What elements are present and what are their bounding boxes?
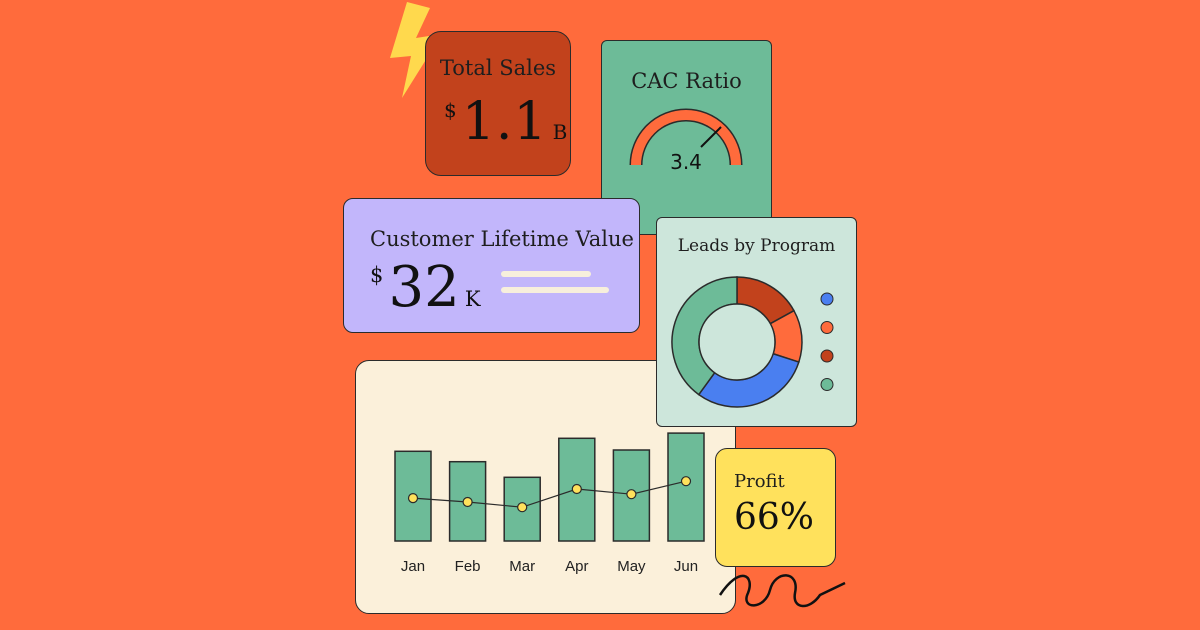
total-sales-card: Total Sales $ 1.1 B <box>425 31 571 176</box>
clv-currency: $ <box>370 263 384 287</box>
gauge-needle <box>700 126 722 148</box>
chart-bar <box>503 476 541 542</box>
cac-gauge: 3.4 <box>629 108 743 174</box>
cac-ratio-title: CAC Ratio <box>631 69 742 93</box>
total-sales-unit: B <box>552 120 568 144</box>
customer-lifetime-value-card: Customer Lifetime Value $ 32 K <box>343 198 640 333</box>
trend-point <box>407 493 419 504</box>
trend-line <box>412 480 687 508</box>
x-tick-label: Apr <box>565 558 588 575</box>
clv-title: Customer Lifetime Value <box>370 227 634 251</box>
total-sales-value: $ 1.1 B <box>444 92 567 152</box>
legend-dot <box>820 349 834 363</box>
monthly-bar-chart: Jan Feb Mar Apr May Jun <box>394 432 705 575</box>
total-sales-number: 1.1 <box>461 92 548 152</box>
total-sales-currency: $ <box>444 98 457 122</box>
lightning-bolt-icon <box>390 2 442 98</box>
profit-card: Profit 66% <box>715 448 836 567</box>
cac-ratio-value: 3.4 <box>670 150 702 174</box>
profit-label: Profit <box>734 471 785 492</box>
chart-bar <box>667 432 705 542</box>
squiggle-decoration <box>718 574 846 608</box>
trend-point <box>680 476 692 487</box>
trend-point <box>517 502 528 513</box>
trend-point <box>626 489 637 500</box>
legend-dot <box>820 378 834 391</box>
trend-point <box>462 496 473 508</box>
trend-point <box>571 483 582 495</box>
x-tick-label: Jun <box>674 558 698 575</box>
leads-title: Leads by Program <box>677 236 836 256</box>
profit-value: 66% <box>734 497 815 538</box>
legend-dot <box>820 321 834 334</box>
cac-ratio-card: CAC Ratio 3.4 <box>601 40 772 235</box>
leads-by-program-card: Leads by Program <box>656 217 857 427</box>
total-sales-title: Total Sales <box>439 56 557 80</box>
x-tick-label: Jan <box>401 558 425 575</box>
x-tick-label: May <box>617 558 646 575</box>
leads-donut-chart <box>671 276 834 408</box>
clv-value: $ 32 K <box>370 255 481 320</box>
x-tick-label: Mar <box>509 558 535 575</box>
placeholder-line <box>501 287 609 293</box>
placeholder-line <box>501 271 591 277</box>
clv-unit: K <box>464 287 481 311</box>
donut-hole <box>698 303 776 381</box>
clv-number: 32 <box>388 255 460 320</box>
legend-dot <box>820 292 834 306</box>
x-tick-label: Feb <box>455 558 481 575</box>
